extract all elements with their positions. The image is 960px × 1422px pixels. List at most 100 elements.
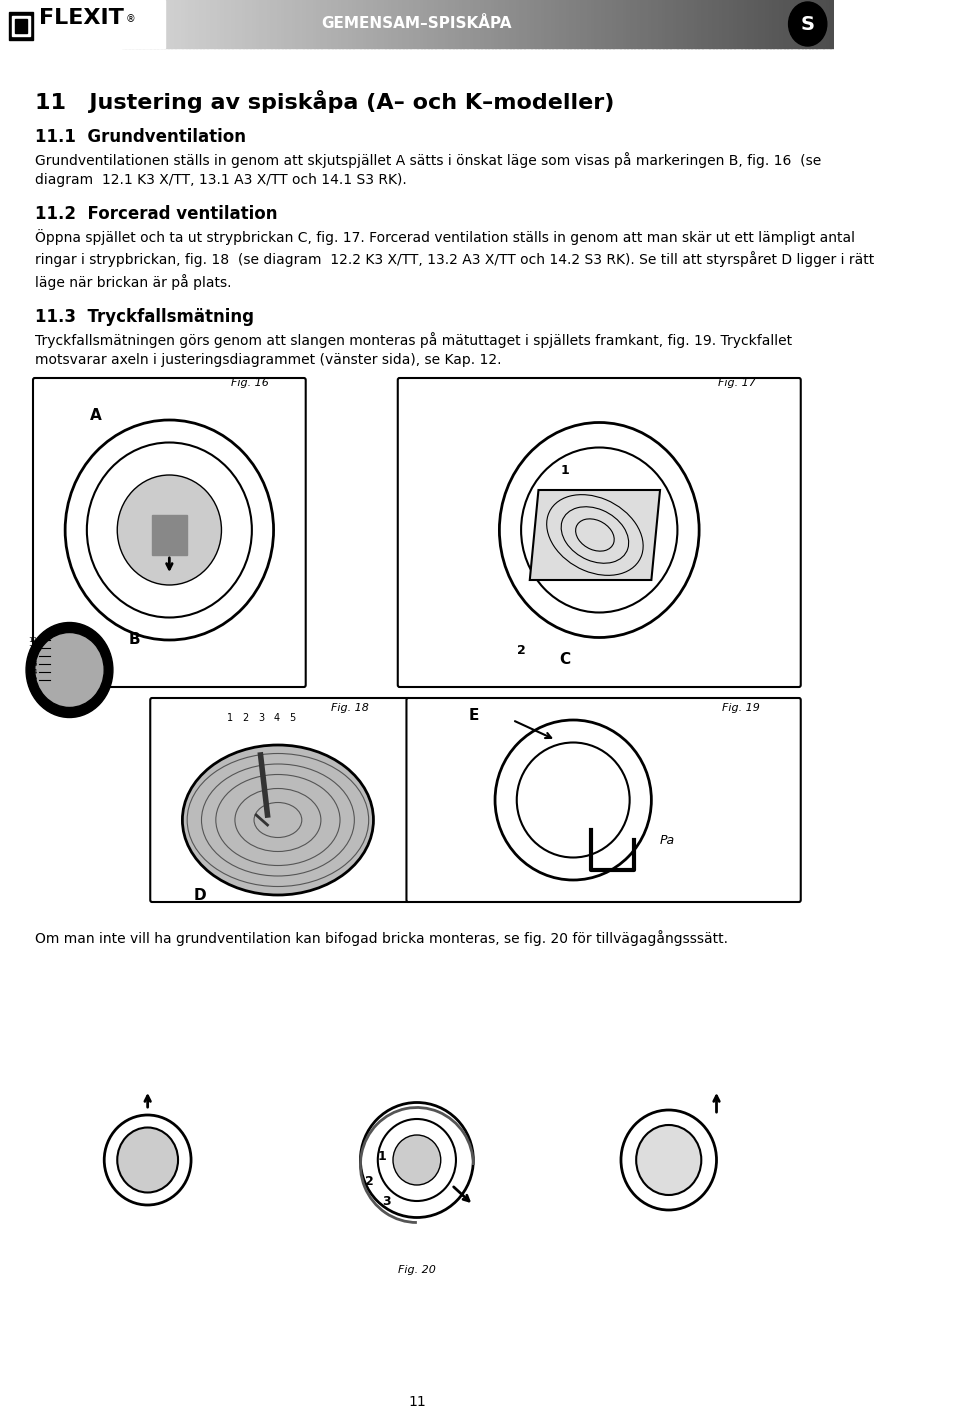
Bar: [139, 0, 144, 48]
Bar: [637, 0, 642, 48]
Bar: [353, 0, 357, 48]
Ellipse shape: [117, 475, 222, 584]
Bar: [335, 0, 340, 48]
Bar: [439, 0, 443, 48]
Bar: [303, 0, 307, 48]
Bar: [371, 0, 375, 48]
Bar: [716, 0, 721, 48]
Text: B: B: [129, 633, 140, 647]
Bar: [620, 0, 625, 48]
Bar: [560, 0, 564, 48]
Bar: [435, 0, 440, 48]
Bar: [235, 0, 240, 48]
Text: GEMENSAM–SPISKÅPA: GEMENSAM–SPISKÅPA: [322, 17, 512, 31]
Bar: [175, 0, 180, 48]
Bar: [581, 0, 586, 48]
Bar: [204, 0, 208, 48]
Bar: [179, 0, 183, 48]
Bar: [132, 0, 136, 48]
Text: Fig. 16: Fig. 16: [231, 378, 269, 388]
Text: 2: 2: [243, 712, 249, 722]
Bar: [296, 0, 300, 48]
Bar: [268, 0, 272, 48]
Text: Fig. 18: Fig. 18: [331, 702, 369, 712]
Bar: [709, 0, 713, 48]
Bar: [246, 0, 251, 48]
Bar: [125, 0, 130, 48]
Bar: [346, 0, 350, 48]
Bar: [214, 0, 219, 48]
FancyBboxPatch shape: [33, 378, 305, 687]
Bar: [528, 0, 532, 48]
Bar: [428, 0, 432, 48]
Bar: [495, 0, 500, 48]
Bar: [677, 0, 682, 48]
Bar: [456, 0, 461, 48]
Bar: [595, 0, 600, 48]
Bar: [185, 0, 190, 48]
Text: Tryckfallsmätningen görs genom att slangen monteras på mätuttaget i spjällets fr: Tryckfallsmätningen görs genom att slang…: [35, 331, 792, 367]
Bar: [197, 0, 201, 48]
Bar: [378, 0, 382, 48]
Bar: [147, 0, 151, 48]
Bar: [624, 0, 628, 48]
Text: ®: ®: [126, 14, 135, 24]
Bar: [687, 0, 692, 48]
Bar: [752, 0, 756, 48]
Bar: [539, 0, 542, 48]
Bar: [787, 0, 792, 48]
Bar: [641, 0, 646, 48]
Text: 1: 1: [228, 712, 233, 722]
Bar: [798, 0, 803, 48]
Bar: [135, 0, 140, 48]
Bar: [514, 0, 517, 48]
Bar: [660, 0, 663, 48]
Bar: [160, 0, 165, 48]
Bar: [570, 0, 575, 48]
Text: 6: 6: [33, 661, 37, 667]
Bar: [759, 0, 763, 48]
Bar: [200, 0, 204, 48]
Bar: [314, 0, 319, 48]
Bar: [122, 0, 126, 48]
Bar: [182, 0, 186, 48]
Bar: [418, 0, 421, 48]
Bar: [474, 0, 478, 48]
Bar: [406, 0, 411, 48]
Bar: [410, 0, 415, 48]
Bar: [364, 0, 368, 48]
Bar: [393, 0, 396, 48]
Text: 3: 3: [258, 712, 264, 722]
Bar: [349, 0, 354, 48]
Bar: [260, 0, 265, 48]
Bar: [631, 0, 636, 48]
Text: 3: 3: [382, 1194, 391, 1209]
Bar: [724, 0, 728, 48]
Bar: [784, 0, 788, 48]
Bar: [324, 0, 329, 48]
Text: 5: 5: [290, 712, 296, 722]
Bar: [143, 0, 148, 48]
Bar: [777, 0, 781, 48]
FancyBboxPatch shape: [406, 698, 801, 902]
Text: Fig. 17: Fig. 17: [718, 378, 756, 388]
Bar: [253, 0, 258, 48]
Bar: [734, 0, 738, 48]
Bar: [741, 0, 746, 48]
Bar: [670, 0, 674, 48]
Bar: [585, 0, 588, 48]
Bar: [812, 0, 817, 48]
Ellipse shape: [182, 745, 373, 894]
Bar: [510, 0, 515, 48]
Bar: [770, 0, 774, 48]
Ellipse shape: [636, 1125, 702, 1194]
Bar: [470, 0, 475, 48]
Bar: [727, 0, 732, 48]
Bar: [453, 0, 457, 48]
Bar: [766, 0, 771, 48]
Bar: [773, 0, 778, 48]
Bar: [695, 0, 699, 48]
Bar: [318, 0, 322, 48]
Ellipse shape: [393, 1135, 441, 1185]
Bar: [360, 0, 365, 48]
